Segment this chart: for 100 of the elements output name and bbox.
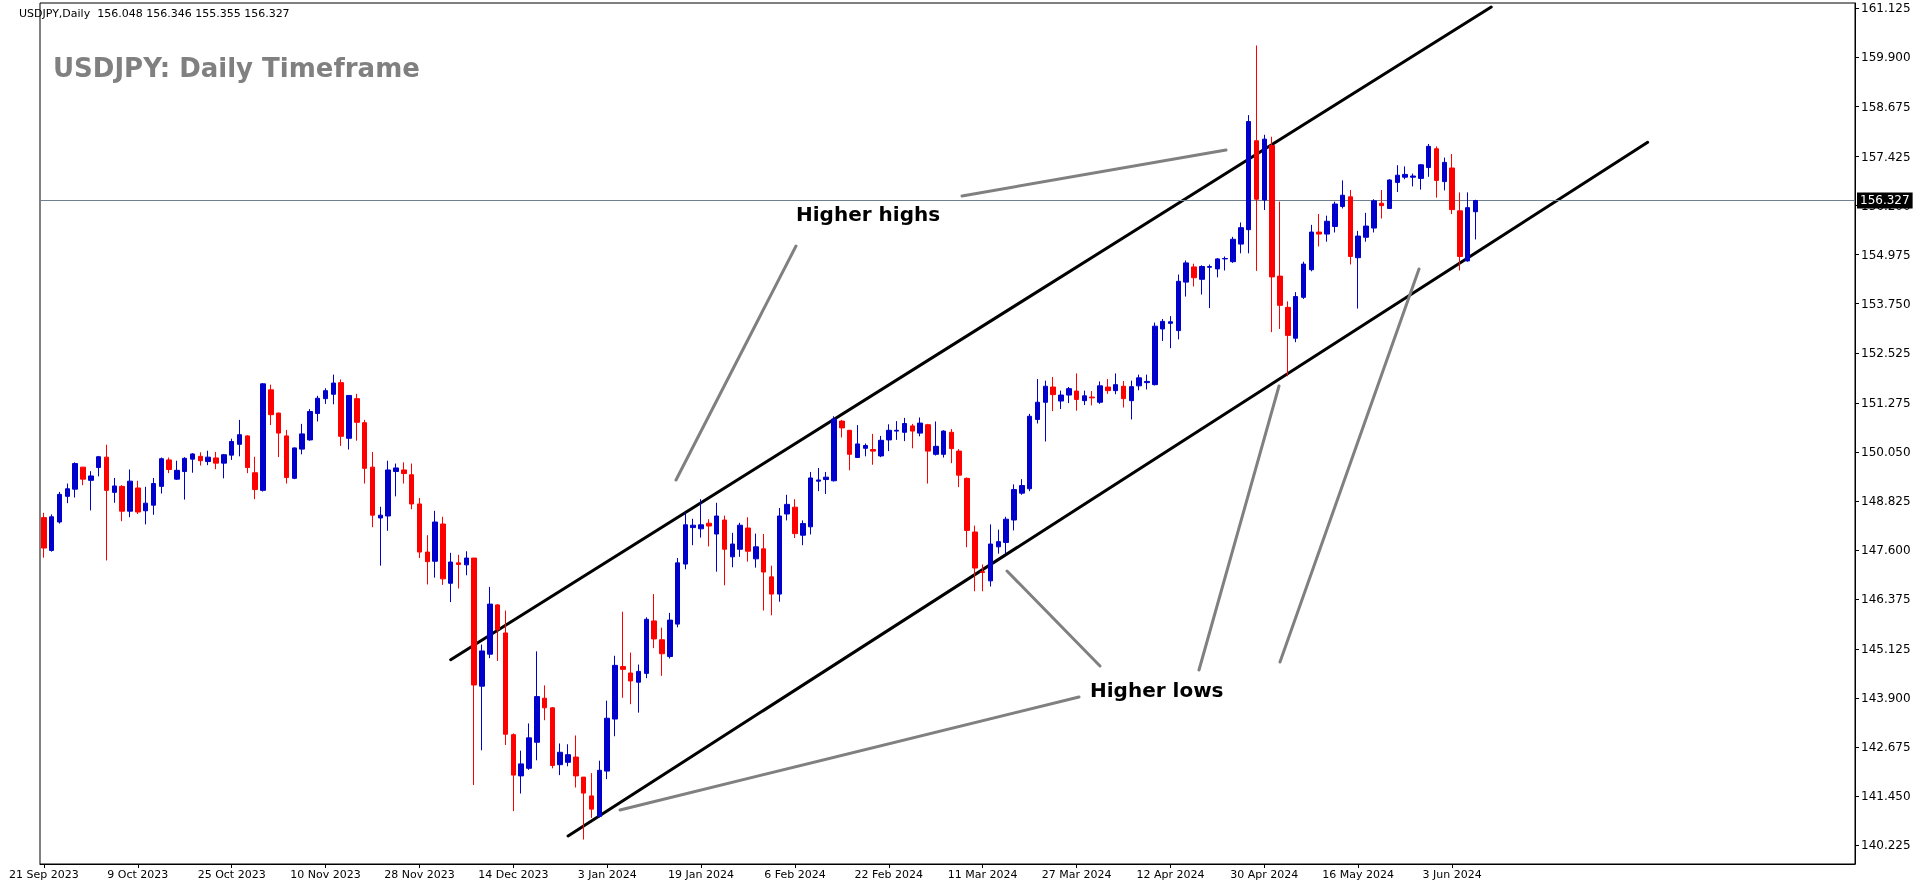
candlestick	[878, 435, 884, 458]
x-tick-label: 19 Jan 2024	[668, 868, 735, 881]
x-tick-label: 14 Dec 2023	[478, 868, 549, 881]
candlestick	[956, 448, 962, 488]
candlestick	[362, 419, 367, 485]
candlestick	[1379, 189, 1384, 219]
candlestick	[346, 394, 352, 451]
candlestick	[174, 460, 180, 481]
candlestick	[80, 466, 86, 486]
candlestick	[417, 497, 422, 559]
candlestick	[268, 384, 274, 426]
candlestick	[432, 510, 438, 579]
x-tick-label: 22 Feb 2024	[854, 868, 924, 881]
candlestick	[370, 451, 375, 528]
candlestick	[1309, 224, 1314, 272]
candlestick	[706, 518, 712, 547]
candlestick	[902, 417, 907, 442]
candlestick	[1246, 114, 1251, 254]
candlestick	[855, 424, 860, 459]
candlestick	[143, 486, 148, 525]
candlestick	[495, 603, 500, 662]
y-tick-label: 145.125	[1861, 642, 1911, 657]
candlestick	[996, 529, 1001, 555]
candlestick	[557, 742, 563, 776]
candlestick	[589, 772, 594, 819]
y-tick-label: 152.525	[1861, 345, 1911, 360]
candlestick	[1082, 390, 1087, 406]
y-tick-label: 159.900	[1861, 50, 1911, 65]
candlestick	[1121, 380, 1126, 408]
candlestick	[565, 743, 571, 767]
candlestick	[550, 706, 555, 769]
candlestick	[479, 644, 485, 751]
candlestick	[159, 457, 164, 495]
x-tick-label: 21 Sep 2023	[9, 868, 79, 881]
candlestick	[401, 461, 407, 485]
candlestick	[1293, 291, 1298, 343]
candlestick	[1027, 413, 1032, 492]
candlestick	[1074, 372, 1079, 412]
x-tick-label: 27 Mar 2024	[1041, 868, 1112, 881]
candlestick	[823, 471, 829, 495]
candlestick	[487, 586, 493, 659]
candlestick	[1301, 261, 1306, 300]
candlestick	[1168, 315, 1173, 349]
candlestick	[1222, 255, 1228, 272]
candlestick	[315, 395, 320, 422]
y-tick-label: 141.450	[1861, 789, 1911, 804]
y-tick-label: 150.050	[1861, 444, 1911, 459]
candlestick	[714, 502, 719, 573]
candlestick	[1136, 374, 1142, 391]
candlestick	[323, 387, 328, 405]
candlestick	[988, 523, 993, 587]
candlestick	[1050, 376, 1056, 412]
candlestick	[745, 516, 751, 563]
candlestick	[1277, 201, 1283, 330]
candlestick	[1058, 390, 1064, 410]
y-tick-label: 158.675	[1861, 99, 1911, 114]
candlestick	[1269, 136, 1275, 333]
candlestick	[237, 419, 242, 457]
candlestick	[378, 506, 383, 567]
x-tick-label: 30 Apr 2024	[1230, 868, 1299, 881]
candlestick	[72, 461, 78, 499]
candlestick	[910, 423, 915, 449]
candlestick	[205, 450, 211, 466]
candlestick	[65, 483, 70, 504]
candlestick	[1035, 378, 1040, 424]
candlestick	[753, 533, 759, 569]
candlestick	[1230, 236, 1236, 264]
y-tick-label: 154.975	[1861, 247, 1911, 262]
candlestick	[425, 534, 430, 585]
candlestick	[542, 684, 547, 721]
candlestick	[683, 512, 688, 570]
candlestick	[409, 463, 414, 510]
candlestick	[628, 652, 633, 705]
candlestick	[440, 516, 446, 586]
candlestick	[41, 512, 47, 559]
candlestick	[651, 593, 657, 649]
y-tick-label: 161.125	[1861, 1, 1911, 16]
candlestick	[1457, 191, 1463, 272]
candlestick	[299, 423, 305, 455]
candlestick	[886, 423, 892, 452]
annotation: Higher highs	[796, 202, 941, 226]
x-tick-label: 10 Nov 2023	[290, 868, 361, 881]
candlestick	[1434, 145, 1439, 199]
candlestick	[1238, 221, 1244, 254]
candlestick	[1355, 230, 1361, 310]
candlestick	[644, 616, 649, 679]
y-tick-label: 147.600	[1861, 543, 1911, 558]
candlestick	[769, 565, 774, 616]
candlestick	[284, 429, 289, 485]
candlestick	[792, 498, 798, 539]
candlestick	[933, 420, 939, 457]
candlestick	[1316, 213, 1322, 247]
candlestick	[894, 420, 899, 441]
candlestick	[1262, 134, 1267, 211]
candlestick	[1011, 483, 1017, 531]
y-tick-label: 140.225	[1861, 838, 1911, 853]
candlestick	[1254, 44, 1259, 272]
candlestick	[690, 518, 696, 546]
candlestick	[1426, 143, 1431, 178]
candlestick	[1199, 264, 1205, 296]
